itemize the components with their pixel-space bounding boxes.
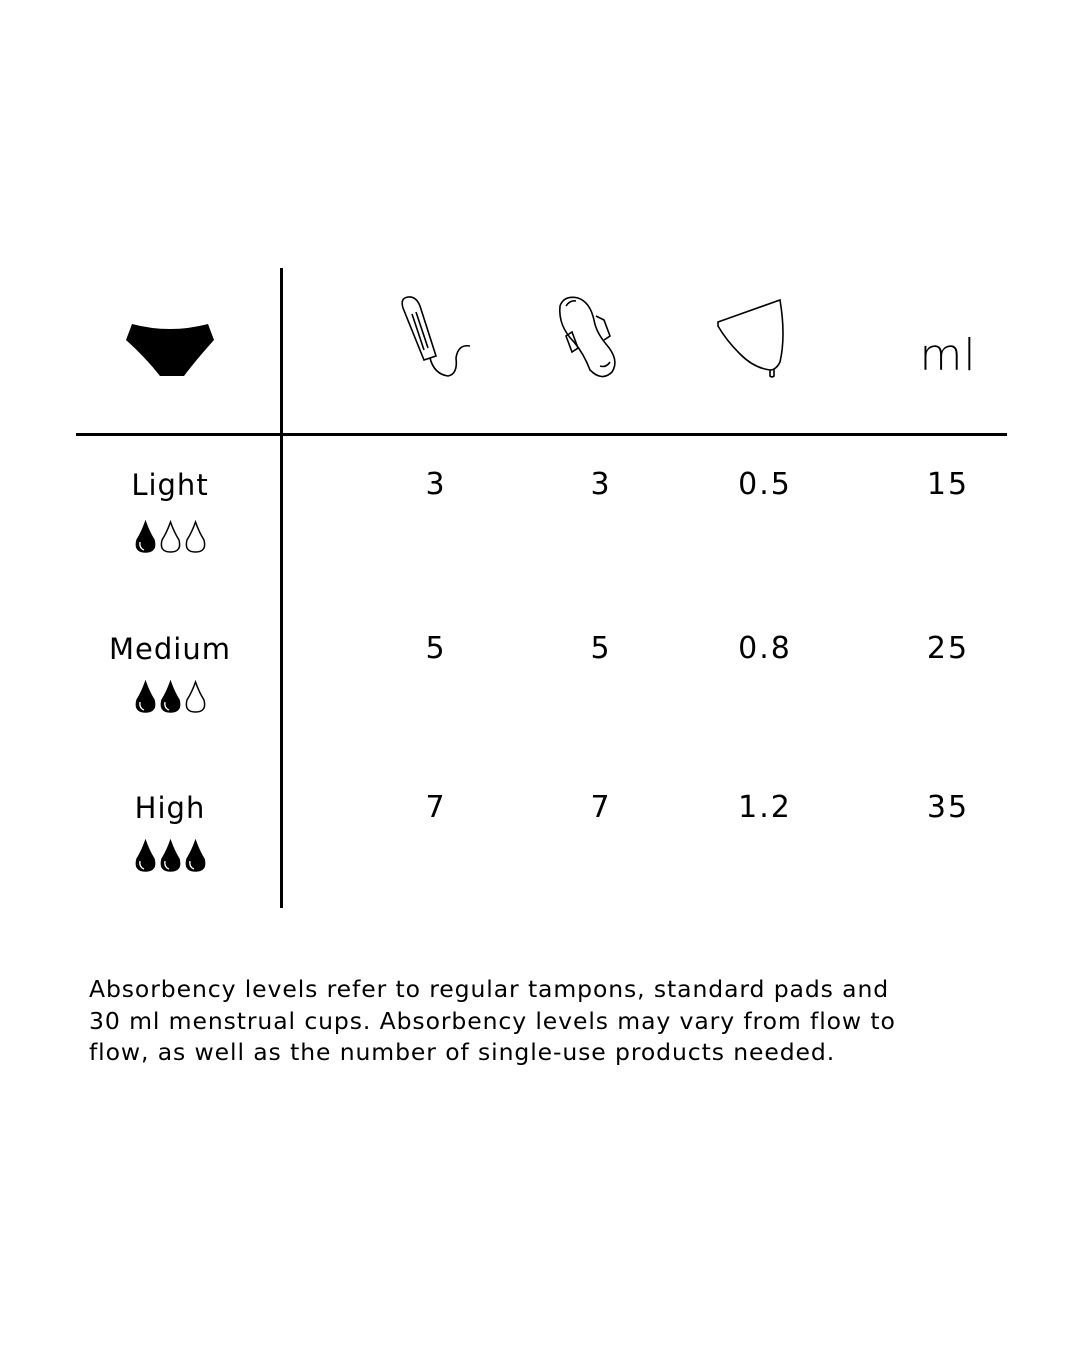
column-divider	[280, 268, 283, 908]
footnote-line: flow, as well as the number of single-us…	[89, 1038, 836, 1066]
drop-filled-icon	[135, 680, 155, 713]
cell-ml: 15	[926, 467, 970, 502]
tampon-icon	[401, 296, 471, 377]
drop-outline-icon	[185, 520, 205, 553]
unit-label-ml: ml	[919, 330, 977, 381]
flow-level-drops	[70, 520, 270, 554]
underwear-icon	[126, 324, 214, 376]
cell-tampons: 3	[425, 467, 447, 502]
flow-level-drops	[70, 839, 270, 873]
flow-level-drops	[70, 680, 270, 714]
cell-cups: 0.5	[738, 467, 792, 502]
cell-tampons: 7	[425, 790, 447, 825]
footnote-line: Absorbency levels refer to regular tampo…	[89, 975, 890, 1003]
cell-tampons: 5	[425, 631, 447, 666]
row-label: High	[134, 791, 206, 825]
drop-outline-icon	[160, 520, 180, 553]
cell-pads: 5	[590, 631, 612, 666]
cell-pads: 3	[590, 467, 612, 502]
menstrual-cup-icon	[717, 298, 784, 378]
header-divider	[76, 433, 1007, 436]
drop-outline-icon	[185, 680, 205, 713]
drop-filled-icon	[160, 680, 180, 713]
cell-ml: 25	[926, 631, 970, 666]
drop-filled-icon	[135, 839, 155, 872]
drop-filled-icon	[160, 839, 180, 872]
row-label: Light	[131, 468, 209, 502]
drop-filled-icon	[185, 839, 205, 872]
pad-icon	[558, 296, 616, 378]
footnote-line: 30 ml menstrual cups. Absorbency levels …	[89, 1006, 896, 1035]
cell-pads: 7	[590, 790, 612, 825]
footnote: Absorbency levels refer to regular tampo…	[89, 974, 1049, 1069]
cell-ml: 35	[926, 790, 970, 825]
cell-cups: 1.2	[738, 790, 792, 825]
cell-cups: 0.8	[738, 631, 792, 666]
row-label: Medium	[109, 632, 231, 666]
drop-filled-icon	[135, 520, 155, 553]
